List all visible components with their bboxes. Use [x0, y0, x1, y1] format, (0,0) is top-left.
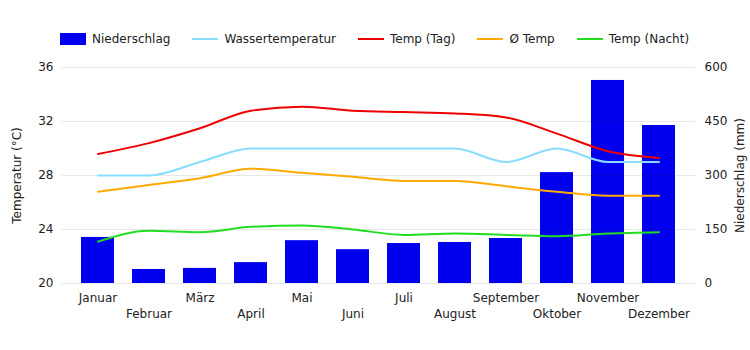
svg-text:20: 20: [38, 276, 53, 290]
svg-text:600: 600: [705, 60, 728, 74]
svg-text:Januar: Januar: [78, 291, 117, 305]
svg-text:Oktober: Oktober: [533, 307, 581, 321]
svg-text:450: 450: [705, 114, 728, 128]
svg-text:24: 24: [38, 222, 53, 236]
html-text:Ø Temp: Ø Temp: [509, 32, 555, 46]
svg-text:März: März: [186, 291, 215, 305]
svg-text:300: 300: [705, 168, 728, 182]
svg-text:November: November: [577, 291, 639, 305]
svg-text:32: 32: [38, 114, 53, 128]
svg-text:28: 28: [38, 168, 53, 182]
html-text:Temp (Tag): Temp (Tag): [390, 32, 456, 46]
svg-text:Temperatur (°C): Temperatur (°C): [10, 127, 24, 224]
html-text:Niederschlag: Niederschlag: [92, 32, 171, 46]
svg-text:Februar: Februar: [126, 307, 172, 321]
svg-text:August: August: [434, 307, 476, 321]
html-text:Wassertemperatur: Wassertemperatur: [224, 32, 336, 46]
svg-text:0: 0: [705, 276, 713, 290]
svg-text:Juni: Juni: [341, 307, 364, 321]
html-text:Temp (Nacht): Temp (Nacht): [608, 32, 690, 46]
svg-text:Niederschlag (mm): Niederschlag (mm): [733, 118, 747, 233]
svg-text:September: September: [473, 291, 539, 305]
svg-text:150: 150: [705, 222, 728, 236]
svg-text:Dezember: Dezember: [628, 307, 690, 321]
svg-text:Mai: Mai: [291, 291, 312, 305]
svg-text:Juli: Juli: [394, 291, 413, 305]
svg-text:36: 36: [38, 60, 53, 74]
svg-text:April: April: [237, 307, 264, 321]
